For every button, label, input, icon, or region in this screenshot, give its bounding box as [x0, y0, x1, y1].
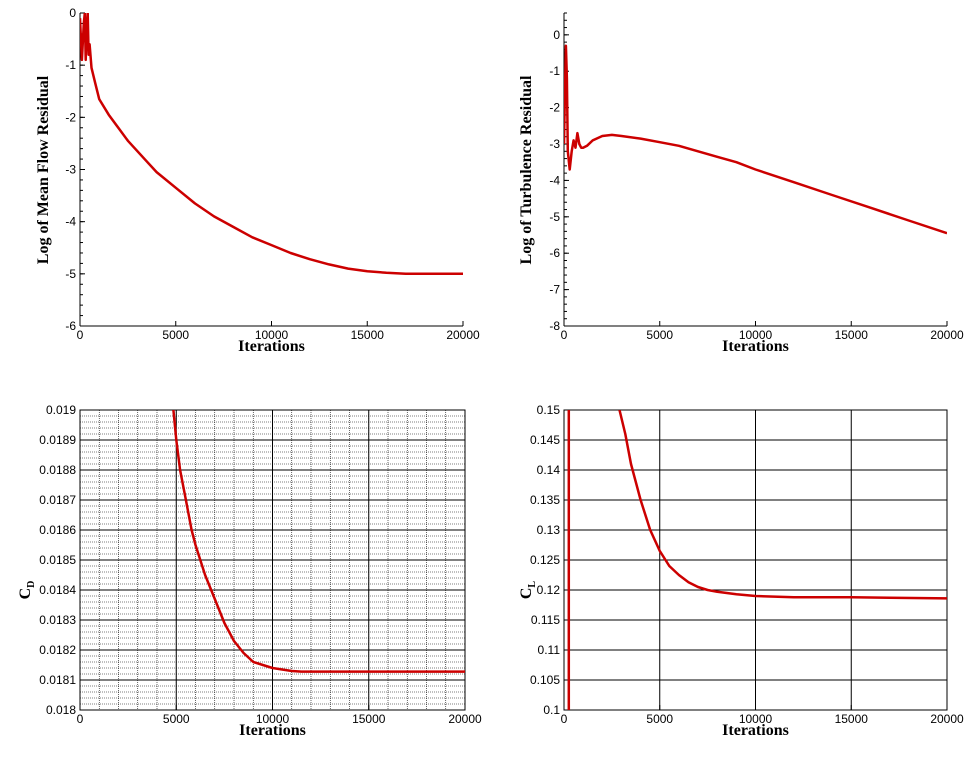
y-tick-label: -4	[65, 215, 76, 229]
y-tick-label: 0.13	[537, 523, 561, 537]
y-tick-label: -6	[549, 246, 560, 260]
y-tick-label: 0.018	[46, 703, 76, 717]
y-tick-label: -6	[65, 319, 76, 333]
y-tick-label: -3	[549, 137, 560, 151]
y-axis-title-subscript: L	[527, 581, 538, 588]
y-tick-label: -2	[65, 110, 76, 124]
x-tick-label: 20000	[930, 712, 964, 726]
y-tick-label: 0	[69, 6, 76, 20]
x-tick-label: 20000	[930, 328, 964, 342]
y-tick-label: 0.0188	[39, 463, 76, 477]
y-tick-label: 0.0181	[39, 673, 76, 687]
y-tick-label: -5	[65, 267, 76, 281]
y-tick-label: -1	[65, 58, 76, 72]
y-axis-title: CD	[17, 581, 37, 600]
x-tick-label: 0	[561, 328, 568, 342]
x-axis-title: Iterations	[238, 338, 305, 355]
y-tick-label: 0.0187	[39, 493, 76, 507]
y-tick-label: 0.0185	[39, 553, 76, 567]
x-tick-label: 0	[77, 328, 84, 342]
x-tick-label: 10000	[739, 712, 773, 726]
x-tick-label: 15000	[352, 712, 386, 726]
x-tick-label: 20000	[446, 328, 480, 342]
y-tick-label: 0.0183	[39, 613, 76, 627]
y-tick-label: 0.019	[46, 403, 76, 417]
series-line-1	[618, 410, 947, 600]
y-tick-label: 0.0182	[39, 643, 76, 657]
series-line-0	[172, 410, 465, 673]
x-tick-label: 15000	[835, 712, 869, 726]
y-tick-label: 0.135	[530, 493, 560, 507]
chart-lift-coefficient: 0 5000 10000 15000 20000 0.1 0.105 0.11 0.115 0.1…	[518, 403, 964, 739]
x-tick-label: 5000	[163, 712, 190, 726]
chart-mean-flow-residual: 0 5000 10000 15000 20000 -6 -5 -4 -3 -2 -1 0 Iterati…	[35, 6, 480, 355]
x-tick-label: 5000	[646, 712, 673, 726]
y-tick-label: -8	[549, 319, 560, 333]
x-tick-label: 10000	[255, 328, 289, 342]
x-tick-label: 0	[77, 712, 84, 726]
x-tick-label: 0	[561, 712, 568, 726]
series-line-0	[80, 13, 463, 276]
y-tick-label: 0	[553, 28, 560, 42]
y-tick-label: -1	[549, 64, 560, 78]
y-tick-label: 0.0189	[39, 433, 76, 447]
y-tick-label: 0.125	[530, 553, 560, 567]
x-tick-label: 5000	[162, 328, 189, 342]
y-tick-label: -3	[65, 163, 76, 177]
y-axis-title: Log of Turbulence Residual	[518, 75, 535, 264]
y-tick-label: -5	[549, 210, 560, 224]
y-tick-label: 0.14	[537, 463, 561, 477]
chart-turbulence-residual: 0 5000 10000 15000 20000 -8 -7 -6 -5 -4 -3 -2 -1 0 Ite…	[518, 12, 964, 355]
y-axis-title: CL	[518, 581, 538, 600]
series-line-0	[564, 44, 947, 235]
y-axis-title-subscript: D	[26, 581, 37, 588]
y-tick-label: -7	[549, 283, 560, 297]
y-tick-label: 0.1	[543, 703, 560, 717]
x-axis-title: Iterations	[722, 722, 789, 739]
y-tick-label: 0.105	[530, 673, 560, 687]
y-tick-label: 0.145	[530, 433, 560, 447]
x-axis-title: Iterations	[722, 338, 789, 355]
y-tick-label: 0.12	[537, 583, 561, 597]
x-tick-label: 10000	[256, 712, 290, 726]
y-tick-label: 0.0186	[39, 523, 76, 537]
chart-drag-coefficient: 0 5000 10000 15000 20000 0.018 0.0181 0.0182 0.0…	[17, 403, 482, 739]
x-tick-label: 20000	[448, 712, 482, 726]
y-tick-label: -4	[549, 173, 560, 187]
x-tick-label: 15000	[835, 328, 869, 342]
y-tick-label: -2	[549, 101, 560, 115]
y-tick-label: 0.115	[531, 613, 560, 627]
y-tick-label: 0.15	[537, 403, 561, 417]
x-tick-label: 10000	[739, 328, 773, 342]
x-tick-label: 5000	[646, 328, 673, 342]
y-tick-label: 0.0184	[39, 583, 76, 597]
y-tick-label: 0.11	[538, 643, 561, 657]
x-tick-label: 15000	[351, 328, 385, 342]
x-axis-title: Iterations	[239, 722, 306, 739]
y-axis-title: Log of Mean Flow Residual	[35, 75, 52, 264]
